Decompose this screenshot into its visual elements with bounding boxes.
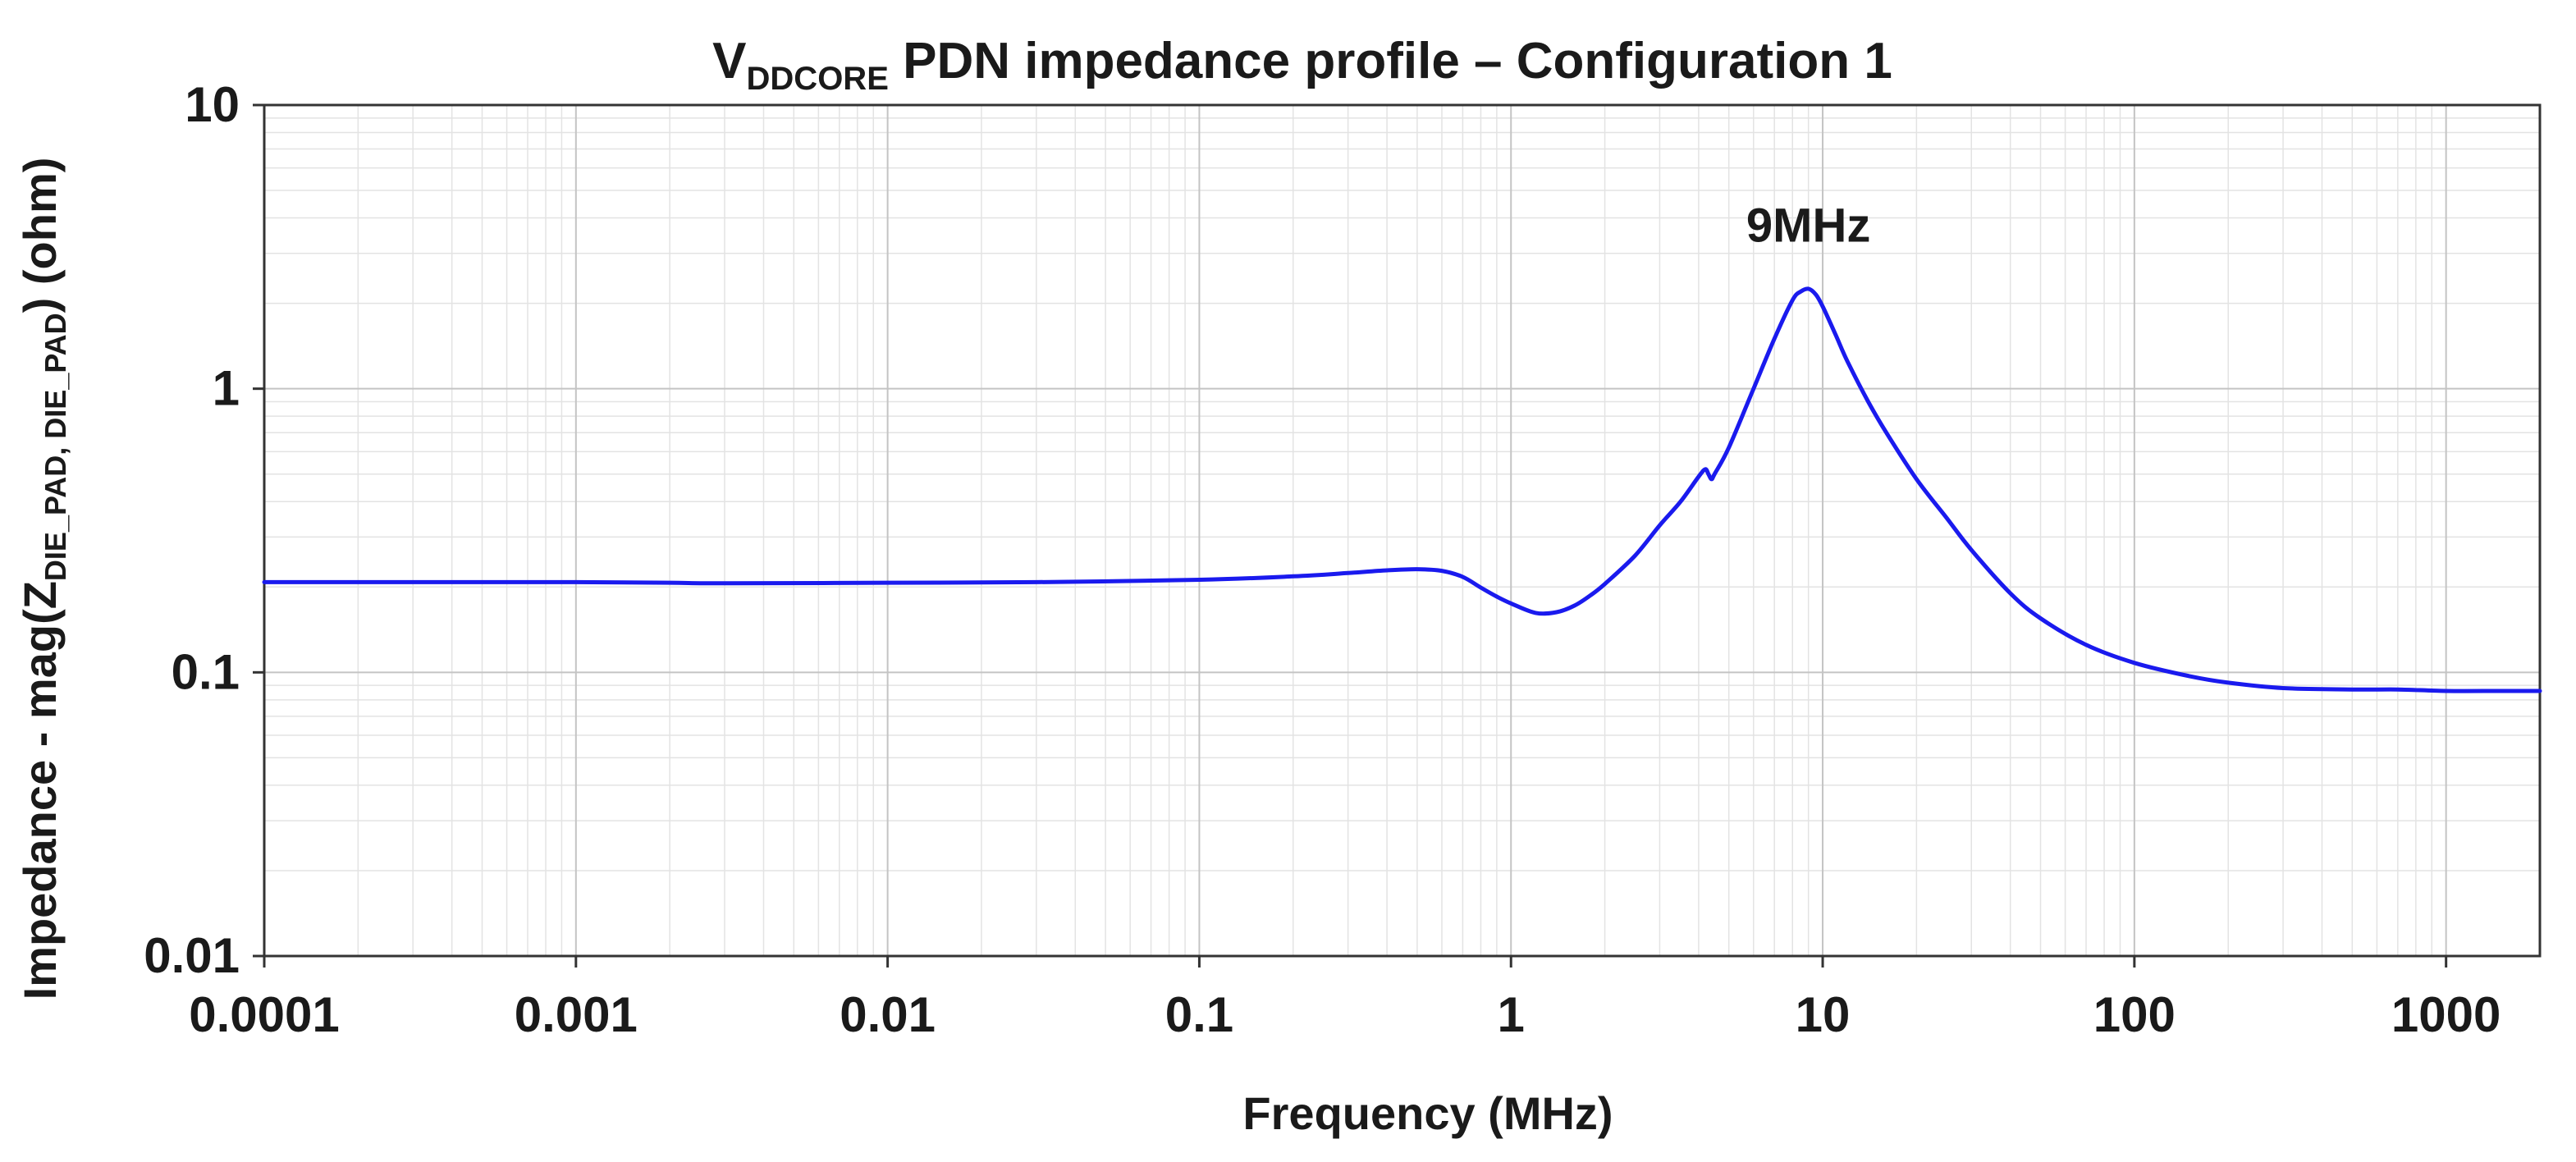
title-prefix: V (712, 33, 746, 89)
y-axis-label: Impedance - mag(ZDIE_PAD, DIE_PAD) (ohm) (14, 158, 72, 1000)
x-tick-label: 0.0001 (189, 987, 340, 1042)
title-prefix-subscript: DDCORE (747, 61, 889, 97)
y-tick-label: 10 (185, 77, 240, 132)
peak-annotation-label: 9MHz (1746, 199, 1870, 252)
chart-title: VDDCORE PDN impedance profile – Configur… (712, 33, 1892, 97)
annotation-layer: 9MHz (1746, 199, 1870, 252)
x-tick-label: 100 (2093, 987, 2176, 1042)
x-tick-label: 1 (1498, 987, 1525, 1042)
grid-minor (264, 105, 2541, 956)
y-tick-label: 0.01 (144, 928, 240, 983)
grid-major (263, 104, 2540, 957)
x-tick-label: 0.1 (1165, 987, 1233, 1042)
x-tick-label: 10 (1796, 987, 1851, 1042)
x-axis-label: Frequency (MHz) (1242, 1087, 1613, 1139)
y-label-subscript: DIE_PAD, DIE_PAD (39, 313, 72, 581)
title-text: PDN impedance profile – Configuration 1 (889, 33, 1892, 89)
x-tick-label: 0.01 (840, 987, 936, 1042)
series-layer (262, 286, 2542, 693)
x-axis: 0.0001 0.001 0.01 0.1 1 10 100 1000 (189, 956, 2501, 1042)
y-tick-label: 0.1 (172, 644, 240, 699)
y-label-before: Impedance - mag(Z (14, 581, 66, 1000)
y-label-after: ) (ohm) (14, 158, 66, 313)
plot-frame (263, 103, 2542, 958)
series-line-impedance (262, 286, 2542, 693)
y-tick-label: 1 (213, 361, 240, 416)
x-tick-label: 1000 (2391, 987, 2501, 1042)
y-axis: 0.01 0.1 1 10 (144, 77, 264, 983)
x-tick-label: 0.001 (515, 987, 638, 1042)
